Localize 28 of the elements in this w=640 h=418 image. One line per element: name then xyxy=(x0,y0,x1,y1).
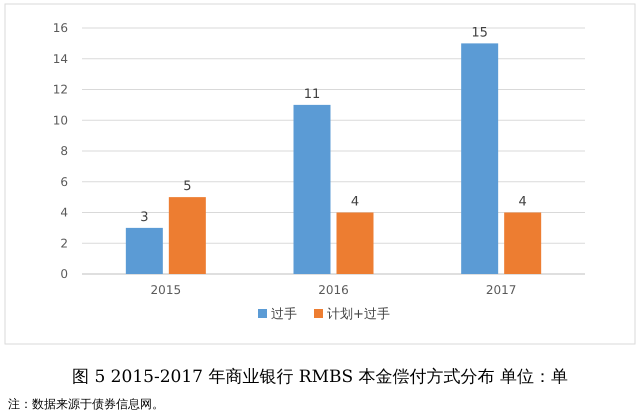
x-tick-label: 2016 xyxy=(318,283,349,297)
x-tick-label: 2015 xyxy=(150,283,182,297)
data-label: 4 xyxy=(350,194,360,210)
y-tick-label: 12 xyxy=(52,82,68,96)
bar xyxy=(126,228,163,274)
y-tick-label: 14 xyxy=(52,52,68,66)
data-label: 3 xyxy=(140,210,148,225)
y-tick-label: 0 xyxy=(60,267,68,281)
legend-label: 过手 xyxy=(271,307,297,322)
y-tick-label: 16 xyxy=(52,21,68,35)
bar xyxy=(504,212,542,274)
y-tick-label: 10 xyxy=(52,113,68,128)
bar xyxy=(168,197,206,274)
bar xyxy=(336,212,374,274)
data-label: 15 xyxy=(471,25,488,40)
data-label: 5 xyxy=(183,179,192,194)
bar xyxy=(461,43,498,274)
legend-label: 计划+过手 xyxy=(327,307,390,322)
text: 图 5 2015-2017 年商业银行 RMBS 本金偿付方式分布 单位：单 xyxy=(72,367,568,387)
data-label: 4 xyxy=(518,194,527,210)
data-label: 11 xyxy=(304,86,320,102)
y-tick-label: 6 xyxy=(60,174,68,189)
x-tick-label: 2017 xyxy=(486,283,516,297)
y-tick-label: 4 xyxy=(60,206,68,220)
bar xyxy=(294,104,330,274)
y-tick-label: 8 xyxy=(60,144,68,158)
y-tick-label: 2 xyxy=(60,236,68,250)
text: 注：数据来源于债券信息网。 xyxy=(8,397,164,411)
